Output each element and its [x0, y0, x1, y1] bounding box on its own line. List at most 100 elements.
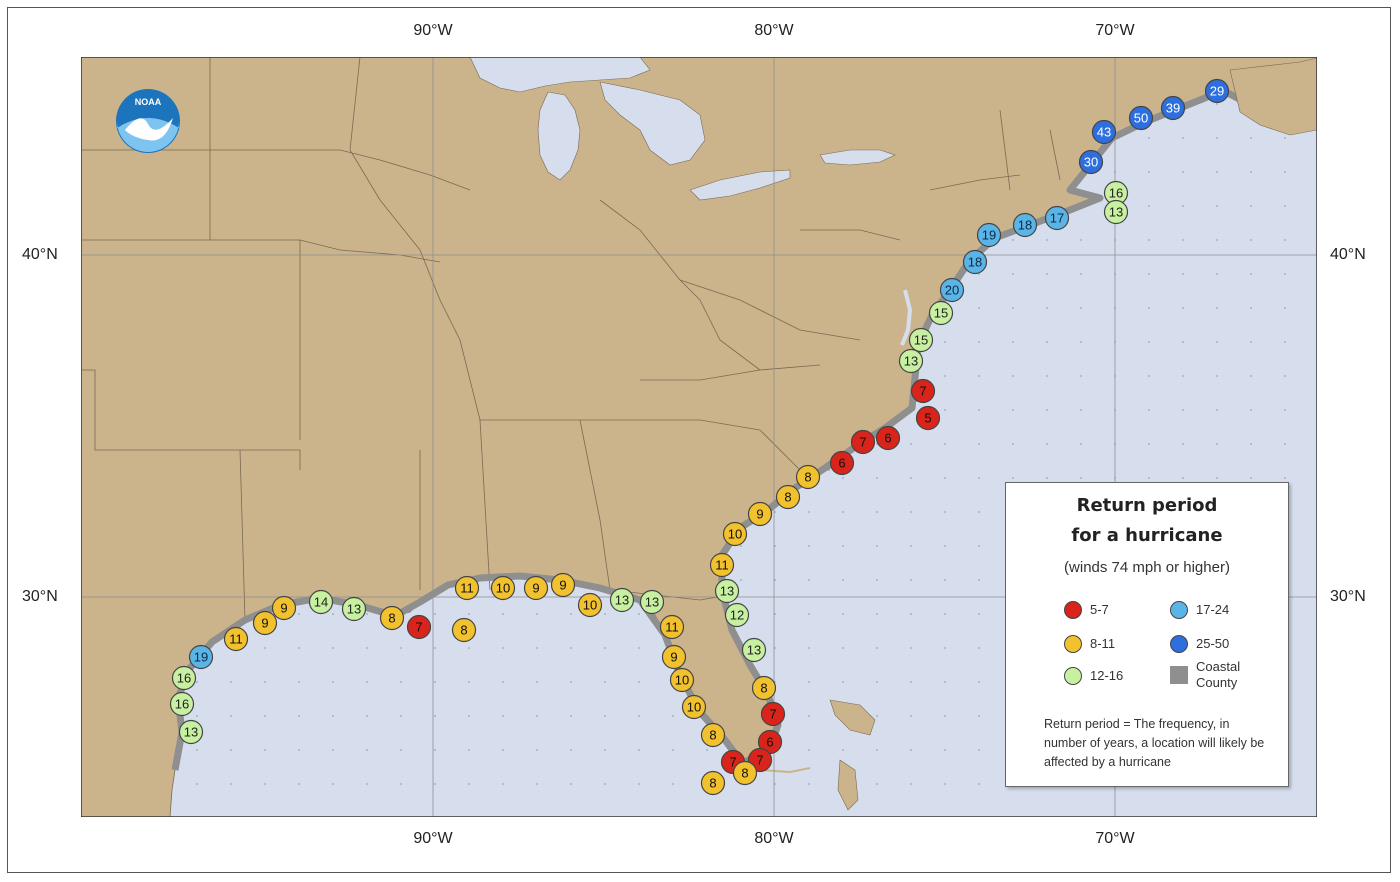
marker-label: 10: [687, 700, 701, 715]
bahamas-island: [829, 699, 876, 736]
lon-label-90w-top: 90°W: [413, 22, 453, 39]
ocean-dot: [434, 613, 436, 615]
return-period-marker: 10: [669, 667, 695, 693]
ocean-dot: [1182, 171, 1184, 173]
ocean-dot: [638, 749, 640, 751]
marker-circle: [709, 552, 735, 578]
return-period-marker: 8: [451, 617, 477, 643]
ocean-dot: [808, 579, 810, 581]
ocean-dot: [536, 715, 538, 717]
return-period-marker: 7: [760, 701, 786, 727]
lake-ontario: [819, 149, 896, 166]
return-period-marker: 43: [1091, 119, 1117, 145]
ocean-dot: [298, 783, 300, 785]
ocean-dot: [434, 749, 436, 751]
ocean-dot: [1182, 273, 1184, 275]
ocean-dot: [298, 613, 300, 615]
ocean-dot: [1148, 375, 1150, 377]
ocean-dot: [910, 545, 912, 547]
marker-label: 7: [919, 384, 926, 399]
ocean-dot: [366, 681, 368, 683]
ocean-dot: [264, 783, 266, 785]
return-period-marker: 39: [1160, 95, 1186, 121]
marker-label: 18: [968, 255, 982, 270]
return-period-markers: 2939504330161317181918201515137567688910…: [169, 78, 1230, 796]
ocean-dot: [502, 715, 504, 717]
marker-circle: [1204, 78, 1230, 104]
ocean-dot: [638, 783, 640, 785]
return-period-marker: 9: [661, 644, 687, 670]
ocean-dot: [1216, 103, 1218, 105]
return-period-marker: 19: [976, 222, 1002, 248]
ocean-dot: [1250, 205, 1252, 207]
ocean-dot: [502, 647, 504, 649]
ocean-dot: [1046, 273, 1048, 275]
ocean-dot: [332, 647, 334, 649]
lon-label-80w-bottom: 80°W: [754, 830, 794, 847]
lon-label-90w-bottom: 90°W: [413, 830, 453, 847]
marker-circle: [714, 578, 740, 604]
ocean-dot: [944, 613, 946, 615]
ocean-dot: [876, 681, 878, 683]
ocean-dot: [1148, 307, 1150, 309]
return-period-marker: 8: [700, 722, 726, 748]
marker-circle: [1103, 199, 1129, 225]
ocean-dot: [910, 715, 912, 717]
return-period-marker: 6: [829, 450, 855, 476]
ocean-dot: [400, 749, 402, 751]
ocean-dot: [400, 647, 402, 649]
ocean-dot: [978, 749, 980, 751]
return-period-marker: 9: [523, 575, 549, 601]
marker-circle: [308, 589, 334, 615]
ocean-dot: [1182, 375, 1184, 377]
ocean-dot: [1284, 409, 1286, 411]
ocean-dot: [604, 715, 606, 717]
ocean-dot: [978, 307, 980, 309]
ocean-dot: [1148, 477, 1150, 479]
ocean-dot: [944, 783, 946, 785]
return-period-marker: 16: [169, 691, 195, 717]
return-period-marker: 17: [1044, 205, 1070, 231]
marker-circle: [875, 425, 901, 451]
ocean-dot: [468, 647, 470, 649]
marker-label: 16: [1109, 186, 1123, 201]
ocean-dot: [944, 715, 946, 717]
marker-label: 19: [982, 228, 996, 243]
ocean-dot: [1182, 443, 1184, 445]
return-period-marker: 18: [962, 249, 988, 275]
ocean-dot: [230, 749, 232, 751]
ocean-dot: [1182, 409, 1184, 411]
ocean-dot: [1046, 477, 1048, 479]
marker-label: 8: [784, 490, 791, 505]
ocean-dot: [1216, 409, 1218, 411]
ocean-dot: [842, 647, 844, 649]
return-period-marker: 50: [1128, 105, 1154, 131]
legend-dot-green: [1064, 667, 1082, 685]
marker-label: 9: [559, 578, 566, 593]
ocean-dot: [740, 579, 742, 581]
legend-title-line1: Return period: [1076, 495, 1218, 516]
marker-circle: [1044, 205, 1070, 231]
lake-huron: [599, 81, 706, 166]
return-period-marker: 12: [724, 602, 750, 628]
marker-circle: [732, 760, 758, 786]
ocean-dot: [1216, 307, 1218, 309]
marker-label: 7: [859, 435, 866, 450]
marker-label: 11: [715, 558, 729, 573]
marker-circle: [795, 464, 821, 490]
ocean-dot: [1216, 375, 1218, 377]
marker-label: 10: [675, 673, 689, 688]
return-period-marker: 9: [252, 610, 278, 636]
legend-item-12-16: 12-16: [1064, 667, 1123, 685]
ocean-dot: [1148, 443, 1150, 445]
marker-label: 10: [728, 527, 742, 542]
ocean-dot: [332, 783, 334, 785]
ocean-dot: [570, 715, 572, 717]
return-period-marker: 5: [915, 405, 941, 431]
return-period-marker: 15: [908, 327, 934, 353]
ocean-dot: [468, 613, 470, 615]
ocean-dot: [1012, 341, 1014, 343]
ocean-dot: [876, 545, 878, 547]
lat-label-40n-left: 40°N: [22, 246, 58, 263]
ocean-dot: [1284, 205, 1286, 207]
